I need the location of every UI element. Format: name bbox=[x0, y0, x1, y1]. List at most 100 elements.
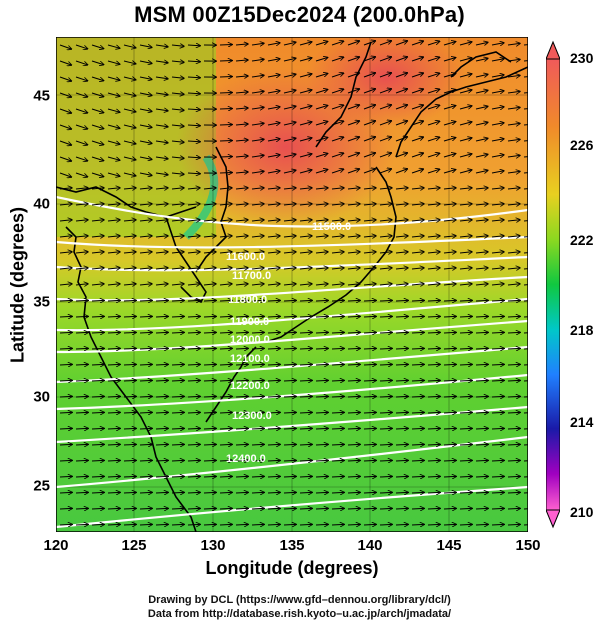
wind-arrow bbox=[139, 252, 152, 253]
wind-arrow bbox=[523, 332, 528, 334]
wind-arrow bbox=[219, 524, 232, 525]
wind-arrow bbox=[475, 106, 488, 109]
wind-arrow bbox=[187, 524, 200, 525]
wind-arrow bbox=[411, 332, 424, 333]
wind-arrow bbox=[139, 300, 152, 301]
wind-arrow bbox=[459, 106, 472, 110]
wind-arrow bbox=[283, 252, 296, 253]
wind-arrow bbox=[475, 428, 488, 429]
wind-arrow bbox=[331, 41, 343, 46]
wind-arrow bbox=[75, 444, 88, 445]
wind-arrow bbox=[187, 284, 200, 285]
wind-arrow bbox=[283, 508, 296, 509]
wind-arrow bbox=[379, 268, 392, 269]
wind-arrow bbox=[299, 412, 312, 413]
wind-arrow bbox=[91, 428, 104, 429]
wind-arrow bbox=[379, 57, 391, 62]
wind-arrow bbox=[91, 204, 104, 205]
wind-arrow bbox=[91, 76, 104, 81]
wind-arrow bbox=[331, 57, 343, 62]
wind-arrow bbox=[219, 284, 232, 285]
wind-arrow bbox=[171, 332, 184, 333]
wind-arrow bbox=[139, 173, 152, 175]
wind-arrow bbox=[91, 124, 104, 129]
wind-arrow bbox=[411, 204, 424, 205]
wind-arrow bbox=[219, 204, 232, 205]
wind-arrow bbox=[107, 508, 120, 509]
contour-label-12200: 12200.0 bbox=[230, 380, 270, 392]
wind-arrow bbox=[267, 268, 280, 269]
wind-arrow bbox=[267, 524, 280, 525]
wind-arrow bbox=[235, 60, 248, 61]
wind-arrow bbox=[75, 220, 88, 221]
wind-arrow bbox=[379, 153, 391, 158]
wind-arrow bbox=[75, 60, 87, 65]
wind-arrow bbox=[299, 106, 312, 110]
wind-arrow bbox=[155, 508, 168, 509]
wind-arrow bbox=[491, 204, 504, 205]
wind-arrow bbox=[283, 300, 296, 301]
wind-arrow bbox=[299, 74, 312, 78]
wind-arrow bbox=[523, 364, 528, 366]
wind-arrow bbox=[123, 412, 136, 413]
wind-arrow bbox=[139, 396, 152, 397]
wind-arrow bbox=[475, 396, 488, 397]
wind-arrow bbox=[219, 476, 232, 477]
wind-arrow bbox=[443, 154, 456, 158]
wind-arrow bbox=[187, 236, 200, 237]
x-tick-label: 140 bbox=[357, 537, 383, 554]
wind-arrow bbox=[379, 476, 392, 477]
wind-arrow bbox=[283, 460, 296, 461]
wind-arrow bbox=[315, 396, 328, 397]
wind-arrow bbox=[427, 364, 440, 365]
wind-arrow bbox=[235, 108, 248, 109]
wind-arrow bbox=[59, 124, 71, 129]
wind-arrow bbox=[283, 412, 296, 413]
wind-arrow bbox=[315, 412, 328, 413]
wind-arrow bbox=[155, 77, 168, 79]
wind-arrow bbox=[427, 73, 439, 78]
wind-arrow bbox=[251, 380, 264, 381]
wind-arrow bbox=[347, 121, 359, 126]
wind-arrow bbox=[379, 332, 392, 333]
wind-arrow bbox=[251, 508, 264, 509]
wind-arrow bbox=[251, 476, 264, 477]
wind-arrow bbox=[251, 332, 264, 333]
wind-arrow bbox=[427, 236, 440, 237]
wind-arrow bbox=[155, 396, 168, 397]
wind-arrow bbox=[91, 348, 104, 349]
wind-arrow bbox=[235, 188, 248, 189]
wind-arrow bbox=[491, 300, 504, 301]
wind-arrow bbox=[475, 252, 488, 253]
wind-arrow bbox=[331, 412, 344, 413]
wind-arrow bbox=[507, 364, 520, 365]
wind-arrow bbox=[107, 204, 120, 205]
wind-arrow bbox=[203, 284, 216, 285]
wind-arrow bbox=[331, 204, 344, 205]
wind-arrow bbox=[315, 268, 328, 269]
contour-label-11800: 11800.0 bbox=[228, 294, 268, 306]
wind-arrow bbox=[379, 492, 392, 493]
wind-arrow bbox=[315, 300, 328, 301]
wind-arrow bbox=[459, 90, 472, 94]
wind-arrow bbox=[203, 428, 216, 429]
wind-arrow bbox=[235, 380, 248, 381]
wind-arrow bbox=[411, 153, 423, 158]
wind-arrow bbox=[59, 396, 72, 397]
wind-arrow bbox=[203, 220, 216, 221]
wind-arrow bbox=[315, 42, 328, 46]
wind-arrow bbox=[331, 444, 344, 445]
wind-arrow bbox=[219, 428, 232, 429]
wind-arrow bbox=[411, 188, 424, 189]
wind-arrow bbox=[235, 236, 248, 237]
wind-arrow bbox=[155, 300, 168, 301]
wind-arrow bbox=[139, 45, 152, 47]
wind-arrow bbox=[59, 204, 72, 205]
wind-arrow bbox=[59, 300, 72, 301]
wind-arrow bbox=[171, 460, 184, 461]
wind-arrow bbox=[507, 412, 520, 413]
wind-arrow bbox=[491, 75, 504, 77]
wind-arrow bbox=[315, 460, 328, 461]
wind-arrow bbox=[107, 300, 120, 301]
wind-arrow bbox=[315, 364, 328, 365]
